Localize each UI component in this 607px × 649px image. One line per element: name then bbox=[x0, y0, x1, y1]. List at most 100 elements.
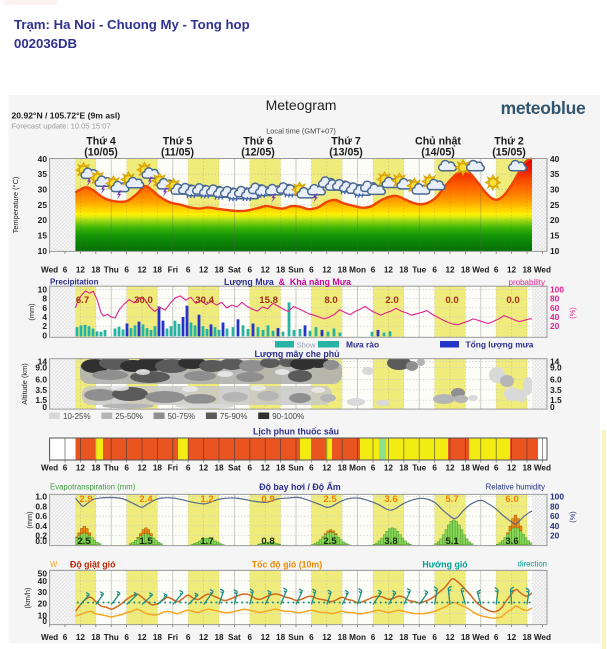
svg-text:1.5: 1.5 bbox=[139, 536, 153, 547]
svg-text:(12/05): (12/05) bbox=[241, 147, 275, 159]
svg-text:Mon: Mon bbox=[349, 633, 366, 642]
svg-text:Thứ 4: Thứ 4 bbox=[86, 136, 116, 148]
svg-text:18: 18 bbox=[338, 464, 348, 473]
svg-text:Wed: Wed bbox=[534, 464, 551, 473]
svg-text:6: 6 bbox=[42, 303, 47, 313]
svg-text:Mưa rào: Mưa rào bbox=[346, 340, 379, 350]
svg-text:Lịch phun thuốc sâu: Lịch phun thuốc sâu bbox=[253, 427, 339, 437]
svg-text:12: 12 bbox=[199, 464, 209, 473]
svg-text:12: 12 bbox=[322, 266, 332, 275]
svg-text:18: 18 bbox=[153, 633, 163, 642]
svg-text:0.0: 0.0 bbox=[506, 295, 519, 306]
svg-text:Tue: Tue bbox=[412, 266, 426, 275]
svg-text:Wed: Wed bbox=[472, 464, 489, 473]
svg-text:6: 6 bbox=[248, 633, 253, 642]
svg-text:Wed: Wed bbox=[41, 633, 58, 642]
svg-text:80: 80 bbox=[550, 501, 560, 511]
svg-text:18: 18 bbox=[399, 633, 409, 642]
svg-text:18: 18 bbox=[338, 633, 348, 642]
svg-text:18: 18 bbox=[522, 464, 532, 473]
svg-text:(11/05): (11/05) bbox=[161, 147, 194, 159]
svg-text:6: 6 bbox=[63, 633, 68, 642]
svg-text:6: 6 bbox=[186, 633, 191, 642]
svg-text:18: 18 bbox=[399, 266, 409, 275]
svg-text:1.0: 1.0 bbox=[35, 492, 47, 502]
svg-text:6: 6 bbox=[63, 464, 68, 473]
svg-text:0.6: 0.6 bbox=[35, 511, 47, 521]
svg-text:Sun: Sun bbox=[288, 633, 303, 642]
svg-text:Show: Show bbox=[297, 341, 317, 350]
svg-text:50-75%: 50-75% bbox=[168, 412, 196, 421]
svg-text:0.0: 0.0 bbox=[35, 536, 47, 546]
svg-text:1.5: 1.5 bbox=[35, 395, 47, 405]
svg-text:12: 12 bbox=[384, 464, 394, 473]
svg-text:Lượng mây che phủ: Lượng mây che phủ bbox=[255, 349, 340, 359]
svg-text:6: 6 bbox=[248, 266, 253, 275]
svg-text:Trạm: Ha Noi - Chuong My - Ton: Trạm: Ha Noi - Chuong My - Tong hop bbox=[14, 17, 250, 32]
svg-text:18: 18 bbox=[153, 464, 163, 473]
svg-text:(13/05): (13/05) bbox=[329, 147, 363, 159]
svg-text:Mon: Mon bbox=[349, 266, 366, 275]
svg-text:Wed: Wed bbox=[41, 266, 58, 275]
svg-text:Sat: Sat bbox=[228, 464, 241, 473]
svg-text:2: 2 bbox=[42, 321, 47, 331]
svg-text:6: 6 bbox=[494, 633, 499, 642]
svg-text:15: 15 bbox=[550, 231, 560, 241]
svg-text:15.8: 15.8 bbox=[259, 295, 278, 306]
svg-text:100: 100 bbox=[550, 285, 564, 295]
svg-text:6.0: 6.0 bbox=[35, 374, 47, 384]
svg-text:6: 6 bbox=[309, 464, 314, 473]
svg-text:35: 35 bbox=[550, 169, 560, 179]
svg-text:002036DB: 002036DB bbox=[14, 36, 77, 51]
svg-text:6: 6 bbox=[432, 633, 437, 642]
svg-text:18: 18 bbox=[214, 633, 224, 642]
svg-text:14: 14 bbox=[38, 357, 48, 367]
svg-text:20: 20 bbox=[38, 215, 48, 225]
svg-text:10: 10 bbox=[550, 246, 560, 256]
svg-text:20: 20 bbox=[550, 531, 560, 541]
svg-text:6: 6 bbox=[371, 633, 376, 642]
svg-text:Thu: Thu bbox=[104, 464, 119, 473]
svg-text:0: 0 bbox=[42, 330, 47, 340]
svg-text:12: 12 bbox=[322, 633, 332, 642]
svg-text:30.4: 30.4 bbox=[195, 295, 214, 306]
svg-text:Thứ 7: Thứ 7 bbox=[331, 136, 361, 148]
svg-text:18: 18 bbox=[399, 464, 409, 473]
svg-text:40: 40 bbox=[550, 154, 560, 164]
svg-text:15: 15 bbox=[38, 231, 48, 241]
svg-text:12: 12 bbox=[261, 266, 271, 275]
svg-text:Thu: Thu bbox=[104, 266, 119, 275]
svg-text:12: 12 bbox=[445, 633, 455, 642]
svg-text:3.8: 3.8 bbox=[384, 536, 398, 547]
svg-text:Mon: Mon bbox=[349, 464, 366, 473]
svg-text:5.7: 5.7 bbox=[445, 494, 458, 505]
svg-text:(15/05): (15/05) bbox=[492, 147, 526, 159]
svg-text:2.9: 2.9 bbox=[79, 494, 92, 505]
svg-text:3.5: 3.5 bbox=[550, 385, 562, 395]
svg-text:60: 60 bbox=[550, 303, 560, 313]
svg-text:30.0: 30.0 bbox=[134, 295, 153, 306]
svg-text:0.4: 0.4 bbox=[35, 521, 47, 531]
svg-text:(mm): (mm) bbox=[25, 511, 34, 528]
svg-text:meteoblue: meteoblue bbox=[501, 98, 586, 118]
svg-text:12: 12 bbox=[137, 266, 147, 275]
svg-text:0: 0 bbox=[42, 616, 47, 626]
svg-text:6: 6 bbox=[63, 266, 68, 275]
svg-text:18: 18 bbox=[276, 266, 286, 275]
svg-text:75-90%: 75-90% bbox=[220, 412, 248, 421]
svg-text:12: 12 bbox=[76, 266, 86, 275]
svg-text:2.0: 2.0 bbox=[385, 295, 398, 306]
svg-text:Sun: Sun bbox=[288, 464, 303, 473]
svg-text:Meteogram: Meteogram bbox=[266, 97, 337, 113]
svg-text:0: 0 bbox=[550, 402, 555, 412]
svg-text:Wed: Wed bbox=[472, 266, 489, 275]
svg-text:12: 12 bbox=[76, 633, 86, 642]
svg-text:100: 100 bbox=[550, 492, 564, 502]
svg-text:40: 40 bbox=[38, 576, 48, 586]
svg-text:12: 12 bbox=[261, 464, 271, 473]
svg-text:12: 12 bbox=[137, 464, 147, 473]
svg-text:18: 18 bbox=[91, 266, 101, 275]
svg-text:18: 18 bbox=[91, 633, 101, 642]
svg-text:18: 18 bbox=[91, 464, 101, 473]
svg-text:10: 10 bbox=[38, 246, 48, 256]
